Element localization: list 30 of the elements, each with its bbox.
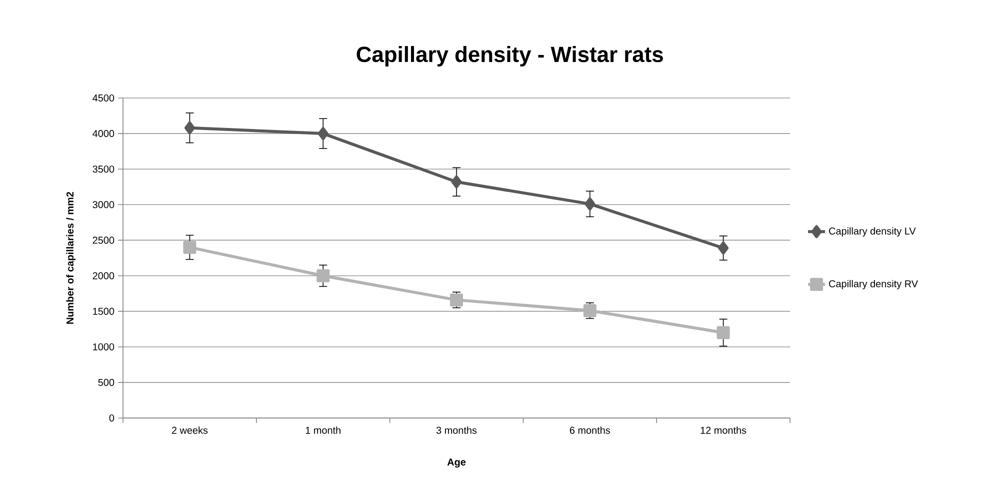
point: [451, 175, 462, 188]
y-tick-label: 0: [109, 414, 114, 422]
x-tick-label: 2 weeks: [172, 426, 208, 434]
y-tick-label: 1500: [93, 308, 114, 315]
point: [184, 121, 195, 134]
x-tick-label: 1 month: [306, 426, 340, 434]
point: [716, 326, 730, 340]
point: [583, 304, 596, 318]
legend-label: Capillary density RV: [829, 280, 918, 290]
point: [584, 197, 596, 210]
y-tick-label: 3500: [92, 166, 114, 173]
point: [316, 269, 330, 282]
x-tick-label: 6 months: [570, 426, 610, 434]
point: [318, 127, 328, 140]
y-axis-title: Number of capillaries / mm2: [66, 192, 76, 324]
y-tick-label: 4000: [92, 130, 114, 138]
point: [450, 293, 464, 306]
x-axis-title: Age: [447, 458, 466, 468]
y-tick-label: 3000: [92, 201, 114, 208]
x-tick-label: 12 months: [700, 426, 746, 434]
point: [718, 242, 729, 255]
y-tick-label: 1000: [93, 343, 114, 350]
chart-title: Capillary density - Wistar rats: [356, 46, 663, 66]
x-tick-label: 3 months: [436, 426, 477, 434]
y-tick-label: 2000: [92, 272, 114, 280]
point: [183, 240, 196, 254]
y-tick-label: 4500: [92, 94, 114, 102]
legend-label: Capillary density LV: [829, 227, 916, 237]
y-tick-label: 2500: [92, 236, 114, 244]
y-tick-label: 500: [98, 378, 114, 386]
